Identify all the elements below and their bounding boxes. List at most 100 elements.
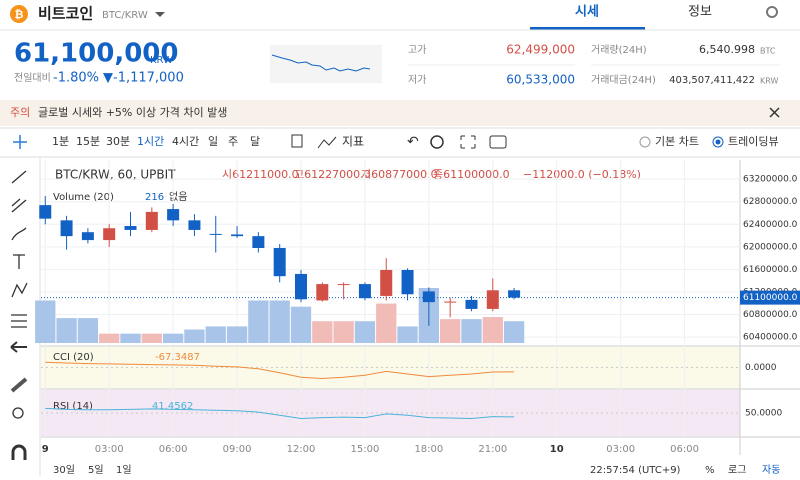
- interval[interactable]: 4시간: [172, 135, 199, 148]
- undo[interactable]: ↶: [407, 134, 419, 150]
- volume-bar: [248, 300, 269, 343]
- magnet-tool[interactable]: [11, 444, 27, 460]
- drawing-tools: [10, 170, 28, 460]
- interval[interactable]: 주: [228, 135, 238, 148]
- ruler-tool[interactable]: [10, 377, 28, 393]
- coin-icon-glyph: ₿: [15, 8, 24, 21]
- sparkline-bg: [270, 45, 382, 83]
- fullscreen-button[interactable]: [460, 135, 476, 149]
- notice-text: 글로벌 시세와 +5% 이상 가격 차이 발생: [38, 106, 227, 119]
- y-tick-label: 0.0000: [745, 363, 777, 373]
- scale-option[interactable]: 자동: [762, 464, 780, 476]
- candle-body: [231, 234, 244, 237]
- radio[interactable]: [639, 136, 651, 148]
- price: 61,100,000: [14, 39, 178, 69]
- candle-body: [145, 211, 158, 230]
- value: 403,507,411,422: [669, 75, 755, 86]
- high-label: 고가: [408, 44, 426, 56]
- interval[interactable]: 달: [250, 135, 260, 148]
- text-tool[interactable]: [13, 254, 25, 269]
- volume-legend-value: 216: [145, 192, 164, 203]
- volume-bar: [35, 300, 56, 343]
- change-label: 전일대비: [14, 72, 51, 84]
- x-tick-label: 09:00: [223, 444, 252, 455]
- low: 60,533,000: [506, 73, 575, 87]
- volume-bar: [77, 318, 99, 343]
- x-tick-label: 03:00: [606, 444, 635, 455]
- volume-bar: [162, 333, 184, 343]
- candle-body: [316, 284, 329, 301]
- indicator-icon[interactable]: [317, 136, 337, 149]
- tab[interactable]: 시세: [575, 5, 599, 20]
- zoom-tool[interactable]: [12, 407, 24, 419]
- candle-body: [380, 269, 393, 296]
- indicator-button[interactable]: 지표: [342, 135, 364, 149]
- volume: 6,540.998: [699, 43, 755, 56]
- crosshair-tool[interactable]: [13, 135, 27, 149]
- currency: KRW: [150, 55, 173, 66]
- volume-bar: [461, 319, 482, 343]
- x-tick-label: 10: [550, 444, 564, 455]
- change-abs: ▼-1,117,000: [103, 71, 184, 86]
- tab-underline: [530, 27, 645, 30]
- high: 62,499,000: [506, 43, 575, 57]
- candle-body: [39, 205, 52, 219]
- ohlc-legend: 저60877000.0: [361, 168, 438, 181]
- interval[interactable]: 1분: [52, 135, 69, 148]
- volume-bar: [120, 333, 141, 343]
- brush-tool[interactable]: [11, 227, 27, 241]
- candle-body: [444, 301, 457, 303]
- candle-body: [209, 233, 222, 235]
- measure-tool[interactable]: [11, 314, 27, 328]
- scale-option[interactable]: %: [705, 465, 715, 476]
- y-tick-label: 62000000.0: [743, 242, 798, 252]
- ohlc-legend: 시61211000.0: [222, 168, 299, 181]
- scale-option[interactable]: 로그: [728, 465, 746, 476]
- tab[interactable]: 정보: [688, 5, 712, 20]
- volume-bar: [205, 326, 226, 343]
- pattern-tool[interactable]: [11, 282, 28, 298]
- settings-button[interactable]: [430, 135, 444, 149]
- settings-icon[interactable]: [766, 6, 778, 18]
- rsi-name: RSI (14): [53, 401, 93, 412]
- chart-mode[interactable]: 트레이딩뷰: [728, 135, 779, 148]
- volume-bar: [99, 333, 120, 343]
- hide-tools[interactable]: [10, 341, 27, 353]
- volume-legend-name: Volume (20): [53, 192, 114, 203]
- range-button[interactable]: 1일: [116, 464, 132, 476]
- coin-dropdown[interactable]: [155, 12, 165, 17]
- trendline-tool[interactable]: [11, 170, 27, 184]
- cci-name: CCI (20): [53, 352, 94, 363]
- coin-name: 비트코인: [38, 5, 93, 23]
- candle-body: [465, 299, 478, 309]
- radio[interactable]: [712, 136, 724, 148]
- interval[interactable]: 30분: [106, 135, 130, 148]
- notice-close[interactable]: [769, 107, 780, 118]
- range-button[interactable]: 5일: [88, 464, 104, 476]
- chart-mode[interactable]: 기본 차트: [655, 135, 699, 148]
- y-tick-label: 62400000.0: [743, 220, 798, 230]
- volume-unit: BTC: [760, 47, 776, 56]
- ohlc-legend: 고61227000.0: [294, 168, 371, 181]
- x-tick-label: 12:00: [287, 444, 316, 455]
- volume-bar: [184, 329, 205, 343]
- coin-icon: [10, 5, 28, 23]
- candle-type-icon[interactable]: [291, 134, 303, 148]
- symbol[interactable]: BTC/KRW, 60, UPBIT: [55, 168, 176, 182]
- candle-body: [508, 290, 521, 298]
- range-button[interactable]: 30일: [53, 464, 75, 476]
- candle-body: [422, 291, 435, 303]
- interval[interactable]: 15분: [76, 135, 100, 148]
- candle-body: [401, 269, 414, 295]
- interval[interactable]: 1시간: [137, 135, 164, 148]
- screenshot-button[interactable]: [489, 135, 507, 149]
- x-tick-label: 21:00: [478, 444, 507, 455]
- interval[interactable]: 일: [208, 134, 218, 148]
- y-tick-label: 60400000.0: [743, 333, 798, 343]
- y-tick-label: 60800000.0: [743, 310, 798, 320]
- y-tick-label: 61600000.0: [743, 265, 798, 275]
- candle-body: [337, 284, 350, 286]
- value-unit: KRW: [760, 77, 778, 86]
- fib-tool[interactable]: [11, 198, 27, 213]
- volume-bar: [333, 321, 354, 343]
